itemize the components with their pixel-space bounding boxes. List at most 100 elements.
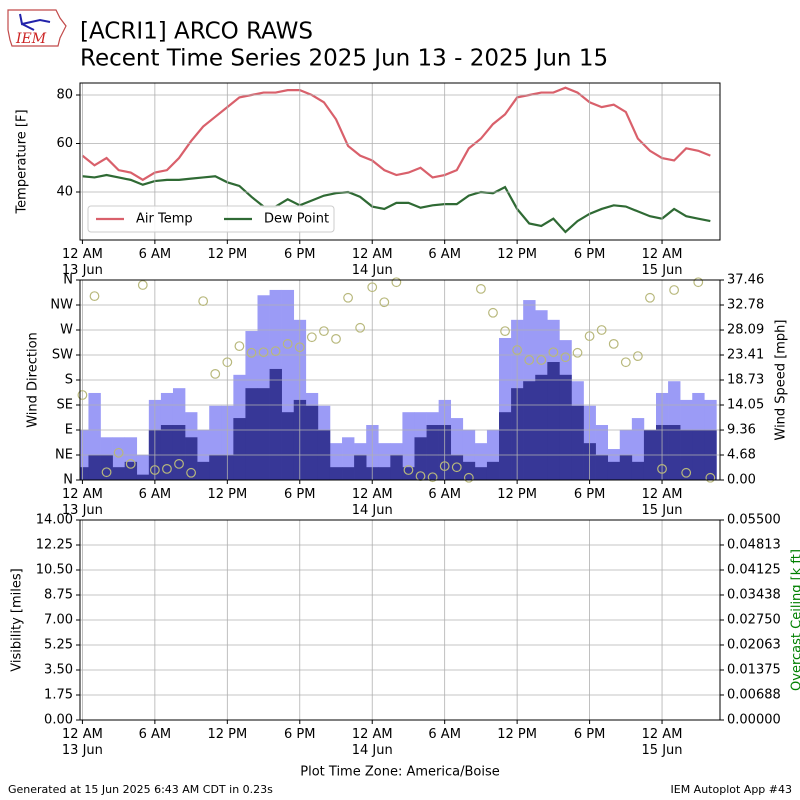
y2-tick-label: 9.36 xyxy=(727,423,756,438)
bar xyxy=(486,461,500,480)
y-axis-label: Temperature [F] xyxy=(15,109,30,214)
scatter-point xyxy=(306,332,317,343)
y2-tick-label: 14.05 xyxy=(727,397,764,412)
y-tick-label: N xyxy=(63,473,73,488)
scatter-point xyxy=(608,338,619,349)
scatter-point xyxy=(222,357,233,368)
y-tick-label: 3.50 xyxy=(44,663,73,678)
y2-tick-label: 0.02063 xyxy=(727,637,781,652)
y2-axis-label: Overcast Ceiling [k ft] xyxy=(790,549,800,691)
y2-tick-label: 0.02750 xyxy=(727,613,781,628)
bar xyxy=(329,467,343,480)
bar xyxy=(426,425,439,480)
title: [ACRI1] ARCO RAWS xyxy=(80,19,313,45)
bar xyxy=(631,461,645,480)
bar xyxy=(281,412,295,480)
bar xyxy=(619,454,633,480)
y-tick-label: 7.00 xyxy=(44,613,73,628)
x-tick-label: 6 AM xyxy=(428,247,461,262)
y-axis-label: Visibility [miles] xyxy=(10,568,25,671)
y2-tick-label: 23.41 xyxy=(727,348,764,363)
plot-frame xyxy=(79,519,721,721)
scatter-point xyxy=(427,472,438,483)
line-series xyxy=(82,173,711,234)
y2-tick-label: 32.78 xyxy=(727,297,764,312)
y-tick-label: 10.50 xyxy=(36,563,73,578)
footer-right: IEM Autoplot App #43 xyxy=(671,783,793,796)
y2-tick-label: 0.00000 xyxy=(727,713,781,728)
x-tick-label: 6 PM xyxy=(574,247,605,262)
plot-frame xyxy=(79,82,721,241)
scatter-point xyxy=(705,472,716,483)
plot-area xyxy=(81,86,711,234)
scatter-point xyxy=(355,322,366,333)
x-tick-label: 12 AM 14 Jun xyxy=(352,727,393,758)
scatter-point xyxy=(125,458,136,469)
scatter-point xyxy=(463,472,474,483)
scatter-point xyxy=(198,296,209,307)
y-tick-label: NE xyxy=(55,448,73,463)
x-tick-label: 12 AM 13 Jun xyxy=(62,487,103,518)
scatter-point xyxy=(379,297,390,308)
bar xyxy=(342,467,355,480)
scatter-point xyxy=(572,347,583,358)
y-tick-label: W xyxy=(60,323,73,338)
bar xyxy=(172,425,186,480)
x-tick-label: 6 AM xyxy=(139,487,172,502)
subtitle: Recent Time Series 2025 Jun 13 - 2025 Ju… xyxy=(80,46,608,72)
legend-label: Dew Point xyxy=(264,212,329,227)
scatter-point xyxy=(512,345,523,355)
x-tick-label: 12 AM 15 Jun xyxy=(642,727,683,758)
y-tick-label: S xyxy=(65,373,73,388)
y-tick-label: 14.00 xyxy=(36,513,73,528)
scatter-point xyxy=(620,357,631,368)
x-tick-label: 12 AM 13 Jun xyxy=(62,727,103,758)
y-tick-label: 40 xyxy=(56,184,73,199)
scatter-point xyxy=(89,291,100,302)
bar xyxy=(390,454,403,480)
bar xyxy=(499,412,512,480)
scatter-point xyxy=(693,277,704,288)
x-tick-label: 6 AM xyxy=(139,727,172,742)
y-tick-label: SW xyxy=(52,348,73,363)
y-tick-label: E xyxy=(65,423,73,438)
bar xyxy=(209,454,222,480)
x-tick-label: 6 PM xyxy=(284,487,315,502)
bar xyxy=(112,467,125,480)
y2-tick-label: 0.04813 xyxy=(727,537,781,552)
y2-tick-label: 0.03438 xyxy=(727,587,781,602)
scatter-point xyxy=(584,331,595,342)
footer-left: Generated at 15 Jun 2025 6:43 AM CDT in … xyxy=(8,783,273,796)
x-tick-label: 6 AM xyxy=(139,247,172,262)
y-tick-label: 80 xyxy=(56,88,73,103)
y2-tick-label: 0.04125 xyxy=(727,563,781,578)
y-tick-label: 12.25 xyxy=(36,538,73,553)
y-tick-label: 1.75 xyxy=(44,688,73,703)
y-tick-label: SE xyxy=(57,398,73,413)
x-tick-label: 12 AM 14 Jun xyxy=(352,487,393,518)
scatter-point xyxy=(391,277,402,288)
scatter-point xyxy=(149,465,160,475)
x-tick-label: 6 AM xyxy=(428,727,461,742)
scatter-point xyxy=(186,467,196,478)
x-tick-label: 12 PM xyxy=(497,727,537,742)
line-series xyxy=(81,86,711,182)
bar xyxy=(233,418,246,480)
bar xyxy=(571,405,584,480)
scatter-point xyxy=(294,342,305,353)
bar xyxy=(414,437,427,480)
y-tick-label: NW xyxy=(50,298,73,313)
x-tick-label: 6 PM xyxy=(284,727,315,742)
y2-tick-label: 0.05500 xyxy=(727,513,781,528)
bar xyxy=(197,461,210,480)
y2-tick-label: 0.00 xyxy=(727,473,756,488)
scatter-point xyxy=(258,347,269,358)
scatter-point xyxy=(282,338,293,349)
bar xyxy=(450,454,464,480)
bar xyxy=(136,474,150,480)
bar xyxy=(402,467,415,480)
bar xyxy=(547,362,560,480)
plot-frame xyxy=(79,279,721,481)
scatter-point xyxy=(101,467,112,478)
scatter-point xyxy=(500,326,510,337)
